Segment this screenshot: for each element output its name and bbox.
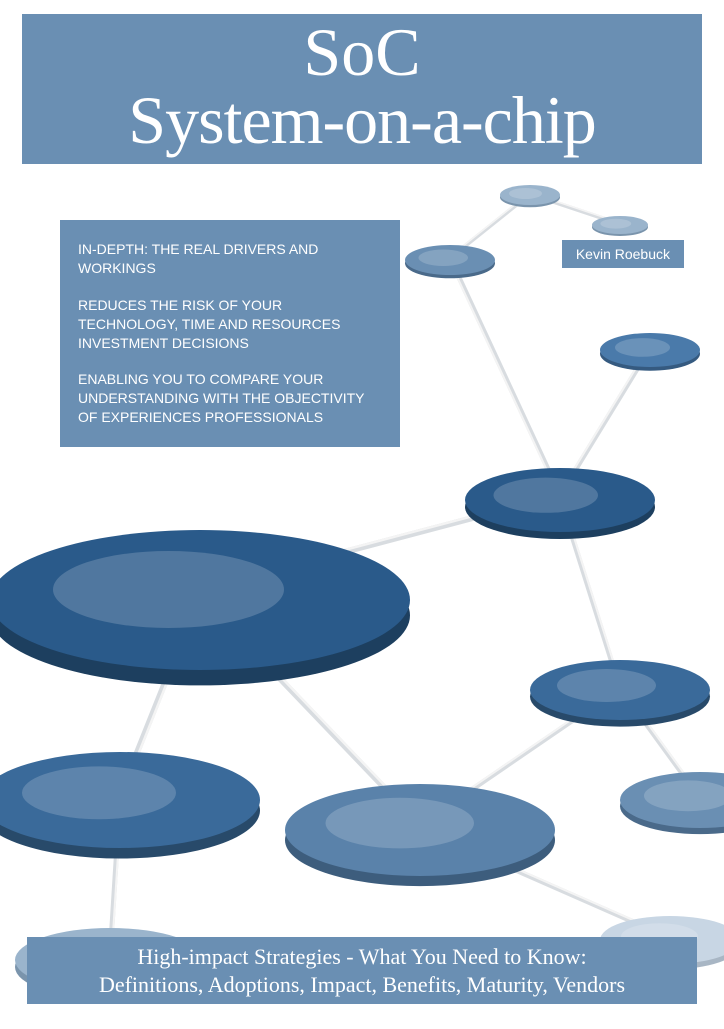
subtitle-line-2: Definitions, Adoptions, Impact, Benefits… <box>43 971 681 999</box>
info-block-2: REDUCES THE RISK OF YOUR TECHNOLOGY, TIM… <box>78 296 382 353</box>
subtitle-box: High-impact Strategies - What You Need t… <box>27 937 697 1004</box>
title-box: SoC System-on-a-chip <box>22 14 702 164</box>
title-line-2: System-on-a-chip <box>42 86 682 154</box>
info-block-3: ENABLING YOU TO COMPARE YOUR UNDERSTANDI… <box>78 370 382 427</box>
title-line-1: SoC <box>42 18 682 86</box>
author-box: Kevin Roebuck <box>562 240 684 268</box>
info-box: IN-DEPTH: THE REAL DRIVERS AND WORKINGS … <box>60 220 400 447</box>
info-block-1: IN-DEPTH: THE REAL DRIVERS AND WORKINGS <box>78 240 382 278</box>
subtitle-line-1: High-impact Strategies - What You Need t… <box>43 943 681 971</box>
